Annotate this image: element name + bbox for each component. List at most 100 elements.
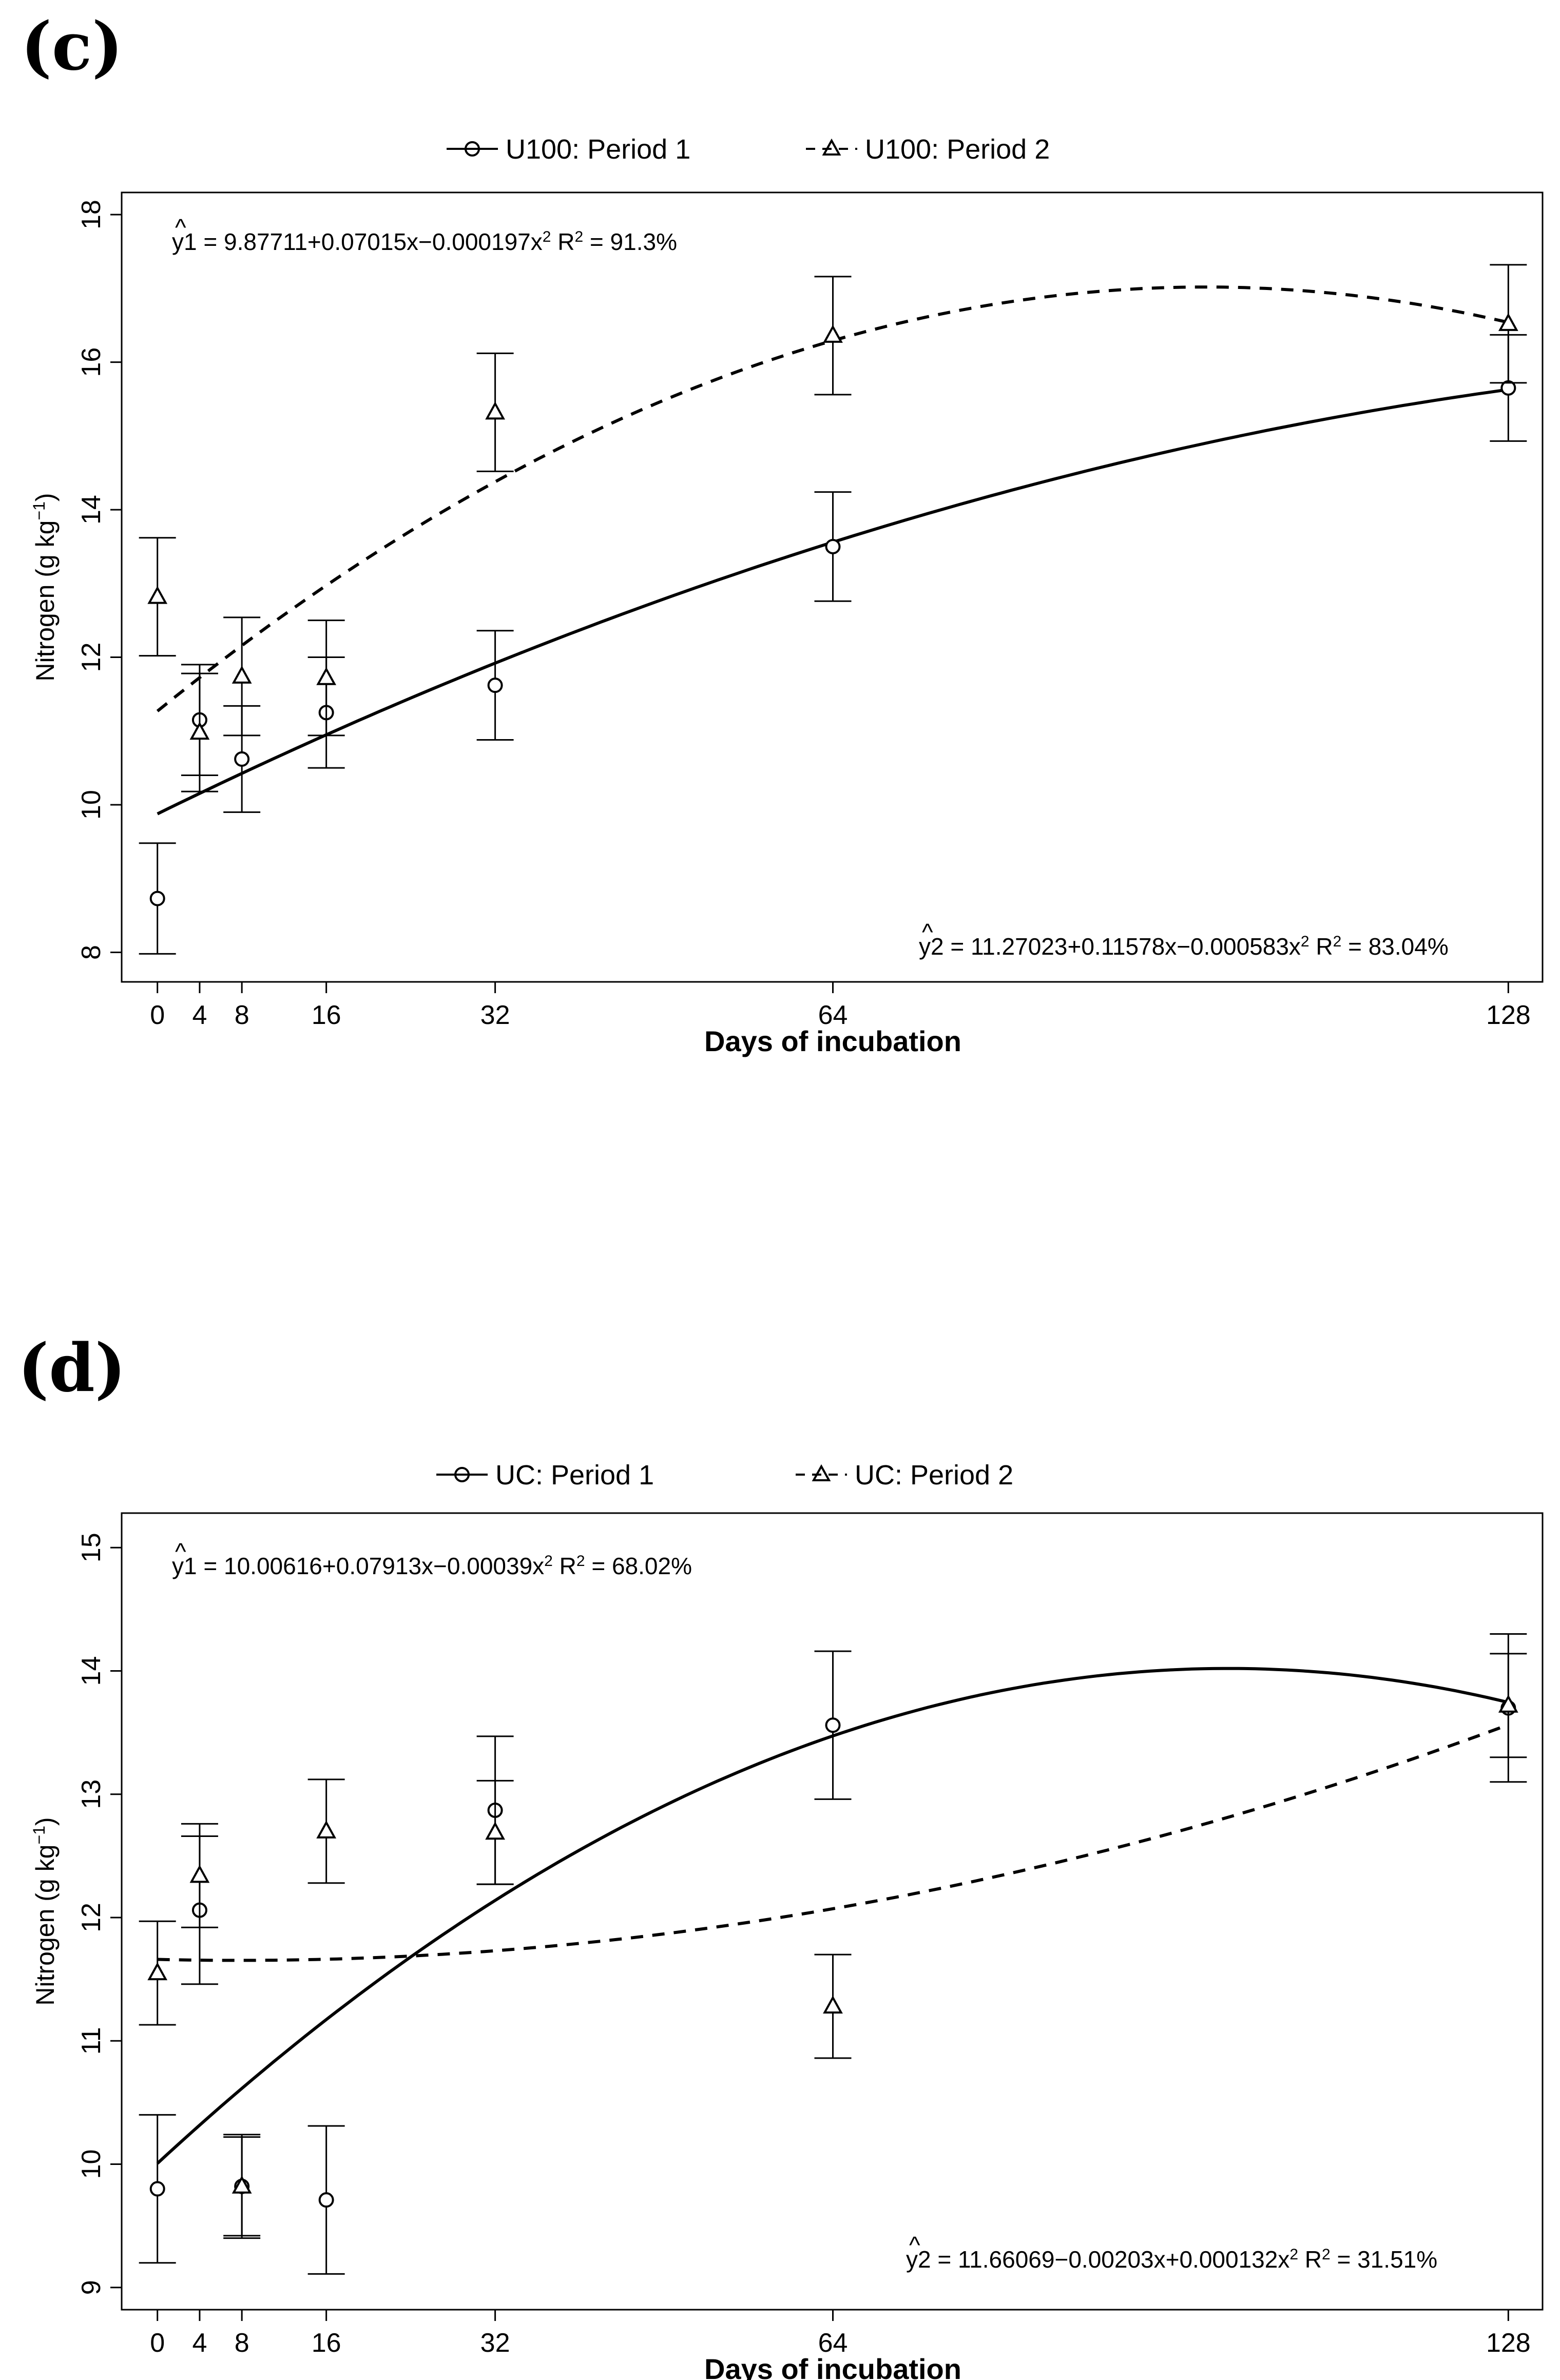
- equation-text: y1 = 9.87711+0.07015x−0.000197x2 R2 = 91…: [172, 228, 677, 256]
- equation-body: = 11.66069−0.00203x+0.000132x: [931, 2246, 1290, 2273]
- series-period-2: [139, 1653, 1527, 2239]
- r-squared-value: = 83.04%: [1341, 933, 1448, 960]
- equation-label: y2: [919, 933, 944, 960]
- y-tick-label: 8: [76, 945, 106, 960]
- fit-curve-period-2: [156, 285, 1509, 712]
- x-tick-label: 16: [312, 1000, 341, 1030]
- data-point-triangle: [485, 1822, 505, 1840]
- x-tick-label: 32: [480, 2328, 510, 2358]
- equation-label: y1: [172, 228, 197, 255]
- data-point-triangle: [147, 586, 168, 604]
- x-tick-label: 0: [150, 1000, 165, 1030]
- y-axis-title-main: Nitrogen (g kg: [31, 1845, 60, 2006]
- hat-icon: ^: [175, 214, 186, 241]
- equation-label: y2: [906, 2246, 931, 2273]
- equation-superscript: 2: [1301, 933, 1309, 950]
- y-axis-title-end: ): [31, 1817, 60, 1826]
- y-tick-label: 9: [76, 2280, 106, 2295]
- legend: U100: Period 1 U100: Period 2: [447, 134, 1050, 165]
- r-squared-superscript: 2: [574, 228, 583, 245]
- regression-equation-1: y1 = 9.87711+0.07015x−0.000197x2 R2 = 91…: [172, 214, 677, 255]
- x-tick-label: 32: [480, 1000, 510, 1030]
- hat-icon: ^: [922, 919, 933, 945]
- chart-panel-d: (d) 0 4 8 16 32 64 128 9 10 11 12 13 14 15 Days of incu…: [18, 1330, 1544, 2380]
- r-squared-label: R: [1298, 2246, 1322, 2273]
- x-axis-title: Days of incubation: [704, 1025, 961, 1057]
- x-tick-label: 64: [818, 1000, 848, 1030]
- x-tick-label: 4: [192, 1000, 207, 1030]
- equation-label: y1: [172, 1553, 197, 1579]
- data-point-triangle: [823, 1995, 843, 2014]
- x-tick-label: 64: [818, 2328, 848, 2358]
- data-point-circle: [487, 678, 503, 693]
- r-squared-superscript: 2: [1322, 2246, 1331, 2263]
- legend-marker-circle: [454, 1467, 470, 1482]
- r-squared-label: R: [551, 228, 574, 255]
- r-squared-value: = 68.02%: [585, 1553, 692, 1579]
- r-squared-superscript: 2: [1333, 933, 1342, 950]
- y-tick-label: 11: [76, 2027, 106, 2055]
- x-tick-label: 8: [235, 2328, 249, 2358]
- legend-label-period-1: U100: Period 1: [506, 134, 690, 165]
- data-point-circle: [825, 1717, 841, 1733]
- hat-icon: ^: [175, 1538, 186, 1565]
- x-tick-label: 4: [192, 2328, 207, 2358]
- equation-superscript: 2: [544, 1553, 553, 1570]
- hat-icon: ^: [909, 2232, 920, 2258]
- legend-marker-triangle: [812, 1464, 831, 1481]
- legend-marker-triangle: [822, 138, 841, 156]
- r-squared-superscript: 2: [576, 1553, 585, 1570]
- panel-label: (c): [21, 8, 123, 85]
- regression-equation-1: y1 = 10.00616+0.07913x−0.00039x2 R2 = 68…: [172, 1538, 692, 1579]
- x-tick-label: 128: [1486, 2328, 1531, 2358]
- x-tick-label: 0: [150, 2328, 165, 2358]
- y-tick-label: 12: [76, 1903, 106, 1932]
- equation-superscript: 2: [1289, 2246, 1298, 2263]
- legend-label-period-2: UC: Period 2: [855, 1460, 1013, 1491]
- y-tick-label: 13: [76, 1779, 106, 1809]
- r-squared-value: = 91.3%: [583, 228, 677, 255]
- legend-label-period-1: UC: Period 1: [495, 1460, 654, 1491]
- y-axis-title: Nitrogen (g kg−1): [30, 493, 60, 681]
- r-squared-label: R: [553, 1553, 576, 1579]
- data-point-triangle: [1498, 313, 1518, 331]
- data-point-triangle: [189, 722, 210, 740]
- y-tick-label: 14: [76, 1656, 106, 1686]
- data-point-triangle: [485, 401, 505, 420]
- y-tick-label: 18: [76, 200, 106, 229]
- data-point-triangle: [147, 1962, 168, 1981]
- data-point-triangle: [1498, 1694, 1518, 1713]
- x-axis-title: Days of incubation: [704, 2353, 961, 2380]
- x-tick-label: 16: [312, 2328, 341, 2358]
- equation-text: y2 = 11.27023+0.11578x−0.000583x2 R2 = 8…: [919, 933, 1449, 960]
- data-point-triangle: [232, 665, 252, 684]
- y-axis-title-superscript: −1: [30, 1826, 48, 1844]
- data-point-triangle: [232, 2175, 252, 2194]
- regression-equation-2: y2 = 11.27023+0.11578x−0.000583x2 R2 = 8…: [919, 919, 1449, 960]
- data-point-circle: [318, 2192, 334, 2208]
- series-period-1: [139, 334, 1527, 955]
- data-point-circle: [149, 891, 165, 906]
- legend-marker-circle: [465, 141, 480, 157]
- data-point-circle: [234, 751, 250, 767]
- y-tick-label: 15: [76, 1533, 106, 1562]
- fit-curve-period-2: [157, 1723, 1509, 1962]
- plot-frame: [121, 1512, 1544, 2311]
- data-point-triangle: [189, 1865, 210, 1883]
- y-axis-title-end: ): [31, 493, 60, 501]
- r-squared-label: R: [1309, 933, 1333, 960]
- panel-label: (d): [18, 1330, 126, 1407]
- equation-body: = 10.00616+0.07913x−0.00039x: [197, 1553, 545, 1579]
- series-period-2: [139, 264, 1527, 792]
- data-point-circle: [149, 2181, 165, 2197]
- data-point-triangle: [823, 324, 843, 343]
- y-tick-label: 12: [76, 643, 106, 672]
- y-tick-label: 14: [76, 495, 106, 525]
- legend-label-period-2: U100: Period 2: [865, 134, 1050, 165]
- data-point-triangle: [316, 1820, 337, 1839]
- y-tick-label: 10: [76, 790, 106, 820]
- equation-body: = 9.87711+0.07015x−0.000197x: [197, 228, 543, 255]
- y-tick-label: 16: [76, 347, 106, 377]
